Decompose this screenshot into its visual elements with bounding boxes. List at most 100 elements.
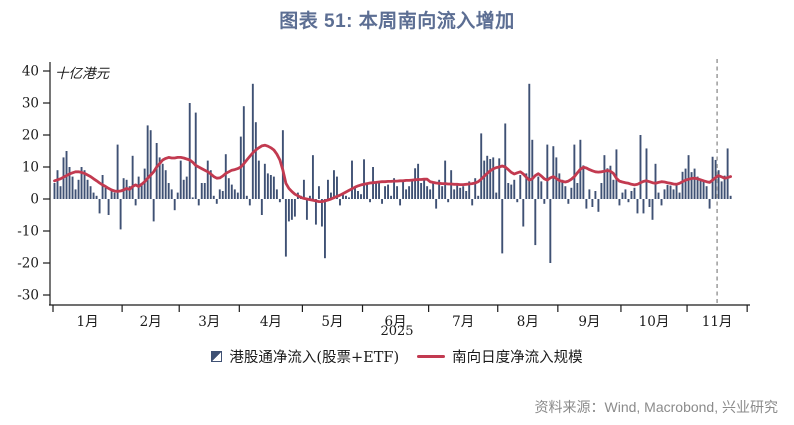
daily-net-inflow-bar bbox=[77, 179, 80, 199]
daily-net-inflow-bar bbox=[369, 199, 371, 203]
y-axis-tick-label: -20 bbox=[17, 256, 39, 272]
daily-net-inflow-bar bbox=[495, 192, 498, 199]
x-axis-month-label: 10月 bbox=[639, 314, 670, 330]
daily-net-inflow-bar bbox=[269, 175, 272, 199]
daily-net-inflow-bar bbox=[281, 130, 284, 199]
daily-net-inflow-bar bbox=[317, 186, 320, 199]
daily-net-inflow-bar bbox=[71, 176, 74, 199]
daily-net-inflow-bar bbox=[453, 189, 456, 199]
daily-net-inflow-bar bbox=[468, 181, 471, 199]
daily-net-inflow-bar bbox=[498, 158, 501, 199]
daily-net-inflow-bar bbox=[576, 183, 579, 199]
daily-net-inflow-bar bbox=[597, 199, 600, 212]
daily-net-inflow-bar bbox=[663, 189, 666, 199]
daily-net-inflow-bar bbox=[606, 168, 609, 199]
daily-net-inflow-bar bbox=[456, 183, 459, 199]
daily-net-inflow-bar bbox=[603, 155, 606, 199]
x-axis-month-label: 4月 bbox=[260, 314, 282, 330]
daily-net-inflow-bar bbox=[591, 199, 594, 207]
daily-net-inflow-bar bbox=[92, 192, 95, 199]
y-axis-tick-label: -10 bbox=[17, 224, 39, 240]
daily-net-inflow-bar bbox=[528, 83, 531, 199]
daily-net-inflow-bar bbox=[636, 199, 639, 214]
daily-net-inflow-bar bbox=[420, 183, 423, 199]
daily-net-inflow-bar bbox=[230, 184, 233, 199]
daily-net-inflow-bar bbox=[104, 187, 107, 199]
daily-net-inflow-bar bbox=[311, 155, 314, 199]
line-series-path bbox=[53, 143, 732, 204]
daily-net-inflow-bar bbox=[363, 159, 365, 199]
daily-net-inflow-bar bbox=[110, 191, 113, 199]
daily-net-inflow-bar bbox=[657, 192, 660, 199]
daily-net-inflow-bar bbox=[342, 192, 344, 199]
daily-net-inflow-bar bbox=[510, 184, 513, 199]
daily-net-inflow-bar bbox=[131, 155, 134, 199]
daily-net-inflow-bar bbox=[314, 199, 317, 225]
daily-net-inflow-bar bbox=[56, 170, 59, 199]
daily-net-inflow-bar bbox=[639, 135, 642, 199]
daily-net-inflow-bar bbox=[212, 195, 215, 199]
daily-net-inflow-bar bbox=[582, 165, 585, 199]
daily-net-inflow-bar bbox=[549, 199, 552, 263]
daily-net-inflow-bar bbox=[486, 155, 489, 199]
daily-net-inflow-bar bbox=[621, 192, 624, 199]
daily-net-inflow-bar bbox=[564, 186, 567, 199]
daily-net-inflow-bar bbox=[702, 181, 705, 199]
daily-net-inflow-bar bbox=[504, 123, 507, 199]
daily-net-inflow-bar bbox=[699, 179, 702, 199]
daily-net-inflow-bar bbox=[146, 125, 149, 199]
daily-net-inflow-bar bbox=[384, 186, 386, 199]
daily-net-inflow-bar bbox=[588, 189, 591, 199]
daily-net-inflow-bar bbox=[278, 199, 281, 203]
daily-net-inflow-bar bbox=[531, 139, 534, 199]
daily-net-inflow-bar bbox=[720, 181, 723, 199]
daily-net-inflow-bar bbox=[149, 130, 152, 199]
daily-net-inflow-bar bbox=[248, 199, 251, 206]
daily-net-inflow-bar bbox=[113, 192, 116, 199]
daily-net-inflow-bar bbox=[354, 187, 356, 199]
daily-net-inflow-bar bbox=[630, 191, 633, 199]
daily-net-inflow-bar bbox=[333, 170, 335, 199]
daily-net-inflow-bar bbox=[233, 189, 236, 199]
daily-net-inflow-bar bbox=[429, 189, 432, 199]
daily-net-inflow-bar bbox=[53, 183, 56, 199]
daily-net-inflow-bar bbox=[501, 199, 504, 254]
daily-net-inflow-bar bbox=[660, 199, 663, 206]
daily-net-inflow-bar bbox=[573, 144, 576, 199]
daily-net-inflow-bar bbox=[471, 199, 474, 206]
daily-net-inflow-bar bbox=[134, 199, 137, 206]
y-axis-tick-label: 20 bbox=[22, 128, 39, 144]
daily-net-inflow-bar bbox=[191, 197, 194, 199]
daily-net-inflow-bar bbox=[302, 179, 305, 199]
daily-net-inflow-bar bbox=[492, 157, 495, 199]
bar-series-label: 港股通净流入(股票+ETF) bbox=[229, 350, 400, 366]
daily-net-inflow-bar bbox=[705, 186, 708, 199]
daily-net-inflow-bar bbox=[672, 189, 675, 199]
x-axis-month-label: 7月 bbox=[452, 314, 474, 330]
daily-net-inflow-bar bbox=[101, 175, 104, 199]
daily-net-inflow-bar bbox=[59, 186, 62, 199]
daily-net-inflow-bar bbox=[339, 199, 341, 206]
daily-net-inflow-bar bbox=[516, 199, 519, 203]
chart-title: 图表 51: 本周南向流入增加 bbox=[279, 11, 515, 32]
daily-net-inflow-bar bbox=[387, 184, 390, 199]
daily-net-inflow-bar bbox=[399, 199, 402, 206]
daily-net-inflow-bar bbox=[236, 192, 239, 199]
y-axis-tick-label: -30 bbox=[17, 288, 39, 304]
daily-net-inflow-bar bbox=[227, 178, 230, 199]
x-axis-month-label: 6月 bbox=[385, 314, 407, 330]
x-axis-month-label: 2月 bbox=[140, 314, 162, 330]
daily-net-inflow-bar bbox=[633, 187, 636, 199]
daily-net-inflow-bar bbox=[426, 186, 429, 199]
daily-net-inflow-bar bbox=[393, 178, 396, 199]
daily-net-inflow-bar bbox=[86, 179, 89, 199]
daily-net-inflow-bar bbox=[513, 179, 516, 199]
daily-net-inflow-bar bbox=[714, 159, 717, 199]
daily-net-inflow-bar bbox=[669, 185, 672, 199]
line-series-label: 南向日度净流入规模 bbox=[452, 350, 583, 366]
daily-net-inflow-bar bbox=[266, 173, 269, 199]
daily-net-inflow-bar bbox=[687, 155, 690, 199]
daily-net-inflow-bar bbox=[293, 199, 296, 217]
daily-net-inflow-bar bbox=[305, 199, 308, 220]
daily-net-inflow-bar bbox=[89, 186, 92, 199]
